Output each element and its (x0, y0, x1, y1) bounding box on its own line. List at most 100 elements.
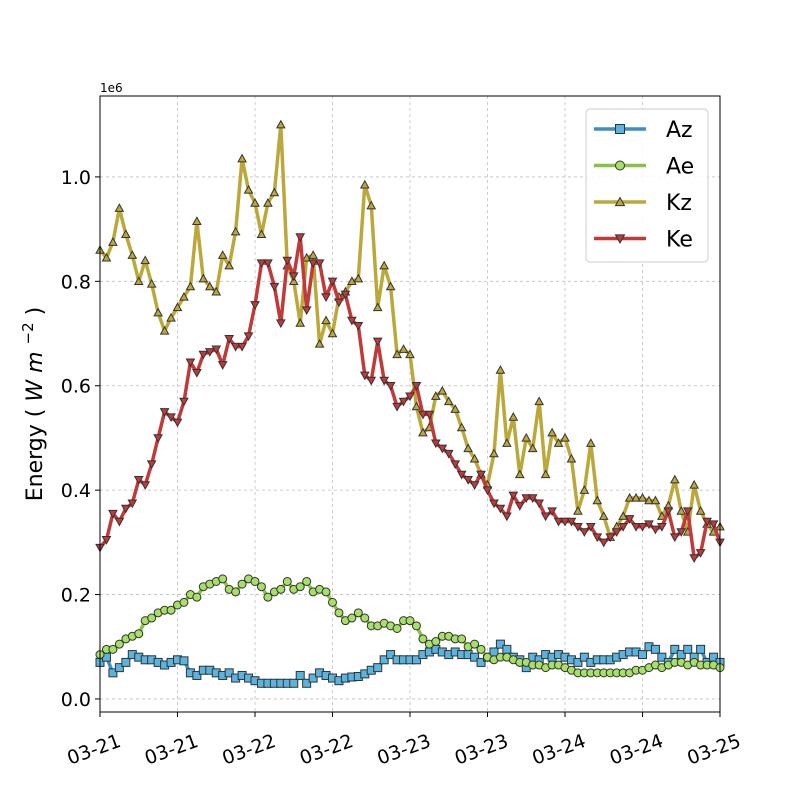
series-ke-point (340, 290, 351, 300)
series-ke-point (514, 502, 525, 511)
series-ae-point (166, 605, 176, 615)
series-kz-point (314, 338, 325, 348)
series-az-point (670, 644, 680, 654)
series-kz-point (114, 203, 125, 212)
series-kz-point (495, 365, 506, 374)
series-kz-point (540, 469, 551, 479)
series-kz-point (385, 281, 396, 291)
series-kz-point (166, 312, 176, 322)
series-kz-point (514, 469, 525, 479)
series-az-point (108, 668, 118, 678)
series-ke-point (146, 460, 157, 470)
series-ke-point (631, 522, 641, 532)
series-kz-point (669, 474, 680, 484)
series-kz-point (211, 286, 222, 296)
series-az-point (295, 670, 305, 680)
series-ke-point (243, 332, 254, 342)
series-ke-point (695, 549, 706, 558)
y-tick-label: 0.8 (61, 271, 91, 293)
series-kz-point (585, 438, 596, 447)
series-kz-point (256, 229, 267, 239)
series-kz-point (198, 273, 209, 283)
series-ke-point (120, 504, 131, 514)
series-kz-point (456, 422, 467, 432)
series-kz-point (243, 184, 254, 194)
series-ae-point (134, 629, 144, 639)
series-ke-point (288, 272, 299, 282)
series-ke-point (527, 494, 538, 503)
series-kz-point (108, 237, 118, 246)
series-ke-point (689, 554, 700, 564)
series-kz-point (172, 302, 183, 312)
series-kz-point (430, 391, 441, 400)
series-ae-point (328, 597, 337, 607)
series-ke-point (598, 538, 609, 548)
series-kz-point (566, 453, 577, 463)
series-ae-point (295, 582, 305, 592)
series-ke-point (392, 402, 402, 412)
series-kz-point (250, 197, 260, 207)
series-kz-point (624, 492, 635, 502)
series-kz-point (553, 438, 564, 447)
series-kz-point (527, 443, 538, 453)
series-kz-point (217, 250, 228, 259)
series-ke-point (463, 475, 473, 485)
series-ke-point (585, 522, 596, 532)
y-tick-label: 0.0 (61, 689, 91, 711)
series-kz-point (695, 505, 706, 515)
series-ae-point (282, 576, 292, 586)
legend-box (585, 108, 709, 263)
series-kz-point (224, 260, 235, 270)
series-kz-point (379, 260, 390, 270)
series-ke-point (166, 413, 176, 423)
series-ke-point (663, 507, 674, 517)
series-kz-point (159, 325, 170, 335)
series-ae-point (179, 597, 189, 607)
series-kz-point (127, 250, 138, 259)
legend-ae-label: Ae (666, 155, 694, 180)
series-kz-point (547, 427, 557, 437)
series-az-point (470, 652, 480, 662)
series-ke-point (379, 376, 390, 386)
series-kz-point (204, 281, 215, 291)
series-ke-point (256, 259, 267, 269)
series-kz-point (269, 187, 280, 197)
series-ae-point (114, 639, 124, 649)
series-ke-point (482, 486, 493, 496)
series-ke-point (534, 499, 545, 509)
series-ke-point (469, 481, 480, 490)
series-ke-point (573, 522, 583, 532)
series-ae-point (321, 587, 331, 597)
series-kz-point (450, 404, 461, 413)
svg-text:Energy ( W m: Energy ( W m −2 ) (14, 307, 48, 502)
series-ke-point (495, 504, 506, 514)
series-ke-point (198, 350, 209, 360)
series-kz-point (469, 453, 480, 463)
series-ke-point (605, 533, 616, 543)
series-ae-point (457, 634, 467, 644)
series-kz-point (579, 485, 590, 494)
series-ae-point (250, 576, 260, 586)
series-ae-point (411, 621, 421, 631)
legend-ke-label: Ke (666, 228, 693, 253)
series-ke-point (204, 348, 215, 357)
series-ke-point (611, 528, 622, 537)
series-kz-point (443, 396, 454, 406)
series-ke-point (334, 298, 344, 308)
series-kz-point (237, 153, 247, 163)
series-ke-point (405, 392, 415, 402)
series-ke-point (508, 491, 519, 501)
series-ae-point (302, 576, 312, 586)
series-ae-point (276, 584, 286, 594)
series-kz-point (398, 344, 409, 353)
series-ke-point (114, 517, 125, 527)
series-kz-point (463, 443, 473, 453)
series-ae-point (405, 616, 415, 626)
series-ke-point (411, 382, 422, 391)
series-ae-point (237, 579, 247, 589)
series-ke-point (372, 337, 383, 347)
y-tick-label: 0.4 (61, 480, 91, 502)
y-axis-label-text: Energy (23, 424, 48, 501)
series-ke-point (708, 520, 719, 530)
series-kz-point (689, 479, 700, 489)
